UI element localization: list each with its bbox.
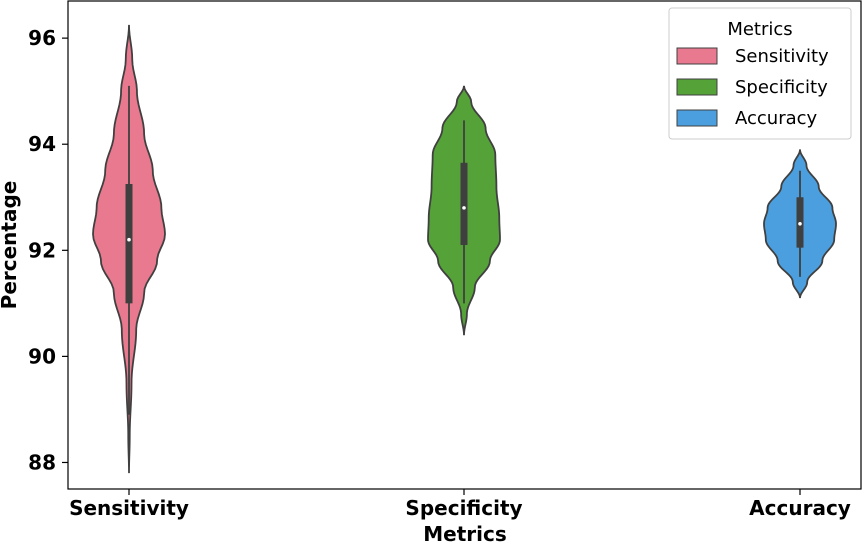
violin-accuracy <box>763 149 837 299</box>
y-axis-label: Percentage <box>0 181 21 310</box>
y-tick-label: 90 <box>28 344 56 368</box>
x-axis-label: Metrics <box>423 522 507 543</box>
median-point <box>462 206 466 210</box>
legend-label-accuracy: Accuracy <box>735 108 818 129</box>
legend-title: Metrics <box>727 19 792 40</box>
violin-specificity <box>427 85 501 336</box>
median-point <box>798 221 802 226</box>
legend: Metrics Sensitivity Specificity Accuracy <box>668 7 852 140</box>
x-axis: Sensitivity Specificity Accuracy <box>69 489 851 520</box>
y-tick-label: 92 <box>28 238 56 262</box>
y-tick-label: 88 <box>28 450 56 474</box>
y-axis: 88 90 92 94 96 <box>28 26 68 474</box>
iqr-box <box>125 184 133 304</box>
legend-swatch-accuracy <box>676 109 718 127</box>
legend-swatch-sensitivity <box>676 47 718 65</box>
legend-label-sensitivity: Sensitivity <box>735 46 829 67</box>
y-tick-label: 96 <box>28 26 56 50</box>
legend-box <box>668 7 852 140</box>
legend-label-specificity: Specificity <box>735 77 828 98</box>
iqr-box <box>460 162 468 245</box>
y-tick-label: 94 <box>28 132 56 156</box>
x-tick-label-accuracy: Accuracy <box>749 496 851 520</box>
x-tick-label-sensitivity: Sensitivity <box>69 496 189 520</box>
median-point <box>127 237 131 242</box>
violin-sensitivity <box>92 24 166 474</box>
x-tick-label-specificity: Specificity <box>405 496 522 520</box>
violin-layer <box>92 24 837 474</box>
legend-swatch-specificity <box>676 78 718 96</box>
